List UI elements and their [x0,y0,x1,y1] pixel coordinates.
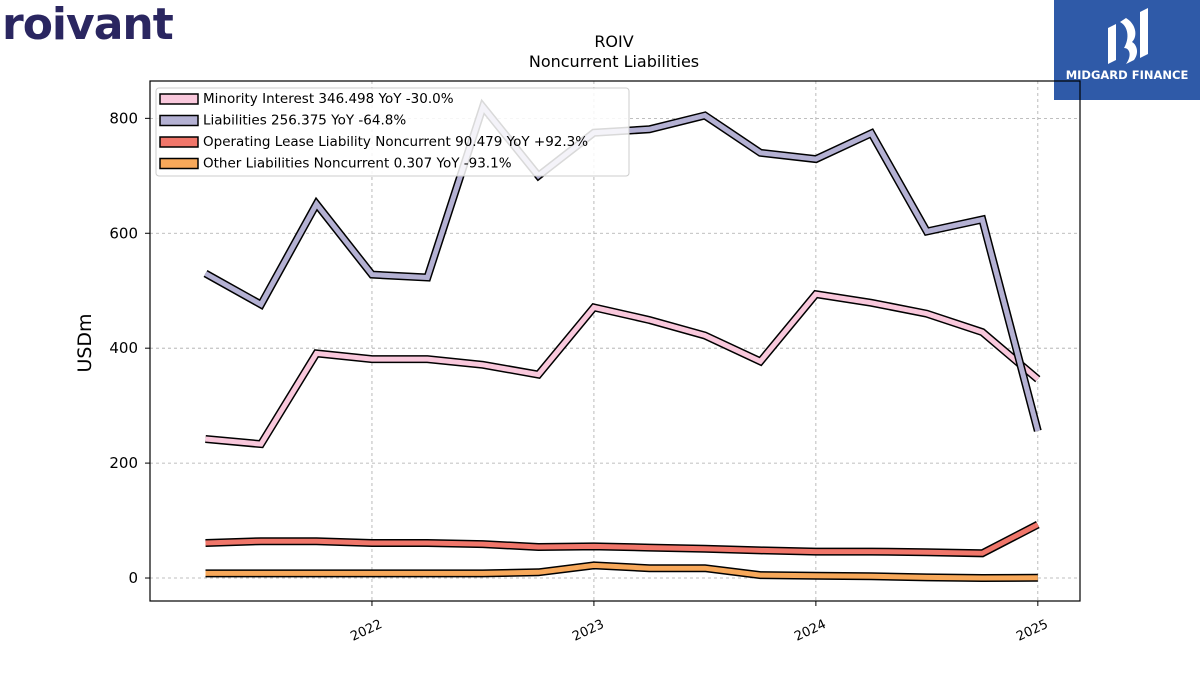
plot-frame [149,80,1081,602]
series-line-other-liabilities-noncurrent [205,562,1038,581]
roivant-logo: roivant [2,0,174,50]
midgard-mark-icon [1108,8,1148,64]
legend-swatch [159,157,199,170]
x-tick-label: 2025 [1014,617,1050,645]
series-line-minority-interest [205,291,1040,447]
midgard-brand-text: MIDGARD FINANCE [1065,68,1189,82]
y-tick-label: 600 [109,224,138,242]
legend-entry: Liabilities 256.375 YoY -64.8% [203,113,406,129]
y-axis-label: USDm [74,313,96,372]
x-tick-label: 2024 [792,617,828,645]
y-tick-label: 400 [109,339,138,357]
y-tick-label: 200 [109,454,138,472]
legend-swatch [159,93,199,105]
series-outline-minority-interest [205,289,1041,449]
legend-entry: Operating Lease Liability Noncurrent 90.… [203,134,588,150]
chart-subtitle: Noncurrent Liabilities [529,52,699,71]
y-tick-label: 800 [109,109,138,127]
legend-swatch [159,136,199,148]
chart-title: ROIV [594,32,633,51]
x-tick-label: 2022 [348,617,384,645]
legend-swatch [159,114,199,127]
x-tick-label: 2023 [570,617,606,645]
midgard-finance-logo: MIDGARD FINANCE [1054,0,1200,100]
legend-box [155,87,630,177]
series-line-operating-lease-liability-noncurrent [205,522,1039,556]
legend-entry: Minority Interest 346.498 YoY -30.0% [203,91,454,107]
y-tick-label: 0 [128,569,138,587]
legend-entry: Other Liabilities Noncurrent 0.307 YoY -… [203,156,512,172]
